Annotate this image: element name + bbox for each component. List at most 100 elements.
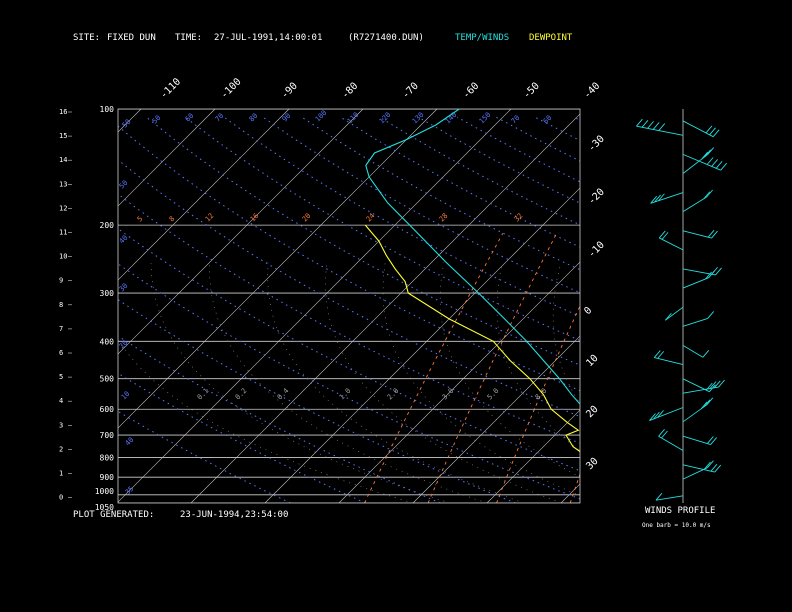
wind-barb-flag bbox=[652, 122, 660, 130]
dry-adiabat-label: 50 bbox=[151, 114, 163, 126]
time-value: 27-JUL-1991,14:00:01 bbox=[214, 33, 323, 43]
dry-adiabat bbox=[118, 410, 291, 503]
wind-barb-flag bbox=[720, 162, 728, 171]
dry-adiabat-label: 20 bbox=[118, 339, 130, 351]
height-label: 3 bbox=[59, 421, 63, 429]
mixing-ratio-label: 8 bbox=[168, 215, 177, 224]
mixing-ratio-line bbox=[427, 233, 558, 503]
wind-barb-staff bbox=[649, 407, 684, 421]
wind-barb-flag bbox=[658, 230, 666, 239]
height-label: 4 bbox=[59, 397, 63, 405]
isotherm-label-right: -10 bbox=[586, 240, 607, 261]
dry-adiabat bbox=[118, 263, 580, 500]
wind-barb bbox=[682, 120, 720, 138]
file-name: (R7271400.DUN) bbox=[348, 33, 424, 43]
dry-adiabat bbox=[457, 116, 580, 183]
isotherm bbox=[709, 109, 792, 503]
wind-barb-staff bbox=[682, 464, 715, 473]
wind-barb-flag bbox=[707, 147, 714, 155]
isotherm-label-right: 30 bbox=[584, 456, 600, 472]
wind-barb-flag bbox=[709, 381, 717, 389]
pressure-label: 400 bbox=[100, 337, 115, 346]
plot-generated-value: 23-JUN-1994,23:54:00 bbox=[180, 510, 289, 520]
wind-barb-flag bbox=[704, 461, 711, 470]
wind-barb-flag bbox=[711, 266, 718, 275]
wind-barb bbox=[682, 229, 718, 239]
wind-barb-staff bbox=[682, 196, 707, 213]
height-label: 11 bbox=[59, 229, 67, 237]
winds-profile-title: WINDS PROFILE bbox=[645, 506, 716, 516]
mixing-ratio-label: 32 bbox=[513, 212, 525, 224]
site-value: FIXED DUN bbox=[107, 33, 156, 43]
moist-label: 1.0 bbox=[338, 387, 353, 402]
mixing-ratio-label: 20 bbox=[301, 212, 313, 224]
isotherm-label-right: 10 bbox=[584, 353, 600, 369]
wind-barb-flag bbox=[706, 436, 714, 444]
dry-adiabat-label: 90 bbox=[281, 112, 293, 124]
wind-barb-staff bbox=[682, 268, 716, 276]
wind-barb-flag bbox=[710, 463, 718, 472]
isotherm bbox=[412, 335, 580, 503]
moist-adiabat bbox=[325, 262, 562, 503]
dry-adiabat bbox=[118, 372, 366, 503]
isotherm bbox=[118, 109, 290, 281]
wind-barb-staff bbox=[682, 277, 709, 289]
dry-adiabat bbox=[301, 116, 580, 271]
dewpoint-line bbox=[364, 224, 580, 453]
height-label: 16 bbox=[59, 108, 67, 116]
isotherm-label-top: -80 bbox=[340, 81, 361, 102]
dry-adiabat bbox=[118, 125, 580, 392]
plot-frame bbox=[117, 108, 581, 504]
legend-temp: TEMP/WINDS bbox=[455, 33, 510, 43]
wind-barb-staff bbox=[682, 345, 704, 358]
isotherm bbox=[783, 109, 792, 503]
wind-barb bbox=[682, 266, 722, 276]
dry-adiabat bbox=[418, 116, 580, 204]
wind-barb-staff bbox=[650, 192, 684, 204]
wind-barb-flag bbox=[709, 384, 716, 392]
wind-barb-flag bbox=[641, 119, 649, 128]
pressure-label: 100 bbox=[100, 105, 115, 114]
isotherm-label-top: -90 bbox=[279, 81, 300, 102]
mixing-ratio-label: 5 bbox=[136, 215, 145, 224]
wind-barb bbox=[682, 147, 714, 174]
dry-adiabat-label: 150 bbox=[478, 111, 493, 126]
mixing-ratio-line bbox=[616, 233, 714, 503]
wind-barb-flag bbox=[706, 157, 714, 165]
site-label: SITE: bbox=[73, 33, 101, 43]
wind-barb bbox=[682, 378, 716, 393]
wind-barb-staff bbox=[682, 378, 710, 393]
legend-dewpoint: DEWPOINT bbox=[529, 33, 573, 43]
wind-barb-flag bbox=[707, 311, 715, 319]
moist-adiabat bbox=[267, 262, 525, 503]
wind-barb-flag bbox=[711, 230, 718, 239]
axis-labels: 1002003004005006007008009001000105016151… bbox=[59, 76, 607, 512]
pressure-label: 800 bbox=[100, 453, 115, 462]
dry-adiabat bbox=[534, 116, 580, 142]
dry-adiabat bbox=[262, 116, 580, 294]
moist-label: 5.0 bbox=[486, 387, 501, 402]
wind-barb-flag bbox=[665, 312, 672, 321]
wind-barb-flag bbox=[705, 382, 713, 391]
height-label: 6 bbox=[59, 349, 63, 357]
height-label: 5 bbox=[59, 373, 63, 381]
wind-barb-staff bbox=[682, 230, 712, 239]
dry-adiabat bbox=[118, 335, 441, 503]
isotherm bbox=[0, 109, 67, 503]
wind-barb bbox=[653, 350, 684, 365]
time-label: TIME: bbox=[175, 33, 203, 43]
mixing-ratio-line bbox=[649, 233, 741, 503]
moist-adiabat bbox=[552, 262, 580, 404]
dry-adiabat-label: 50 bbox=[121, 118, 133, 130]
wind-barb-staff bbox=[658, 435, 684, 451]
wind-barb bbox=[682, 270, 716, 289]
wind-barb-flag bbox=[710, 437, 717, 445]
wind-barb-flag bbox=[658, 429, 665, 437]
wind-barb-staff bbox=[654, 357, 684, 365]
wind-barb-staff bbox=[636, 125, 684, 136]
mixing-ratio-line bbox=[676, 233, 764, 503]
wind-barb bbox=[682, 397, 714, 423]
dry-adiabat bbox=[223, 116, 580, 317]
dry-adiabat bbox=[691, 117, 792, 503]
height-label: 8 bbox=[59, 301, 63, 309]
